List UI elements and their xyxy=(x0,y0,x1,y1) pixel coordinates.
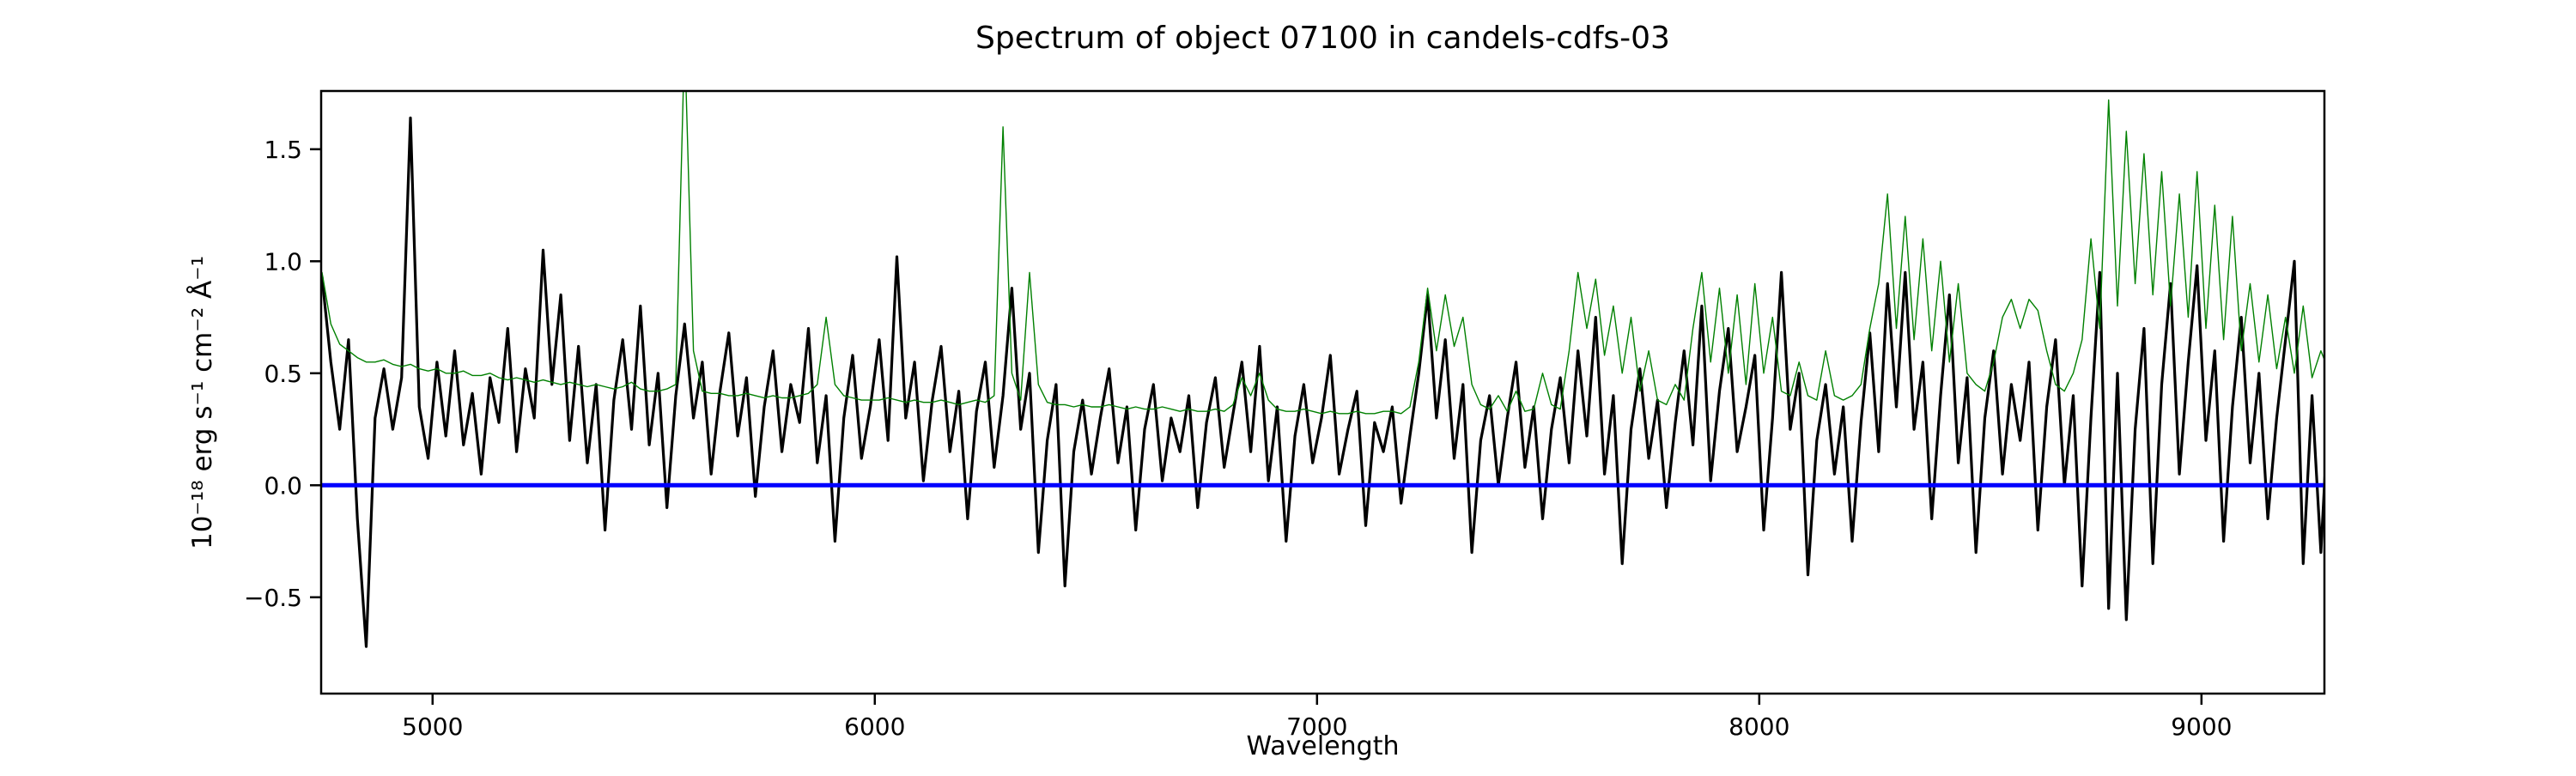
y-tick-label: 0.0 xyxy=(264,471,302,500)
y-axis-label: 10⁻¹⁸ erg s⁻¹ cm⁻² Å⁻¹ xyxy=(187,256,218,549)
chart-title: Spectrum of object 07100 in candels-cdfs… xyxy=(975,21,1670,56)
x-tick-label: 9000 xyxy=(2171,712,2232,741)
x-tick-label: 7000 xyxy=(1286,712,1347,741)
noise-spectrum-line xyxy=(321,91,2324,415)
x-tick-label: 5000 xyxy=(402,712,463,741)
x-tick-label: 6000 xyxy=(844,712,905,741)
plot-area xyxy=(321,91,2324,648)
object-flux-spectrum-line xyxy=(321,116,2324,648)
x-axis-label: Wavelength xyxy=(1246,731,1400,761)
y-tick-label: 1.0 xyxy=(264,247,302,276)
y-tick-label: −0.5 xyxy=(244,584,302,612)
y-tick-label: 0.5 xyxy=(264,360,302,388)
x-tick-label: 8000 xyxy=(1728,712,1789,741)
y-tick-label: 1.5 xyxy=(264,136,302,164)
axes-spines xyxy=(319,89,2326,695)
